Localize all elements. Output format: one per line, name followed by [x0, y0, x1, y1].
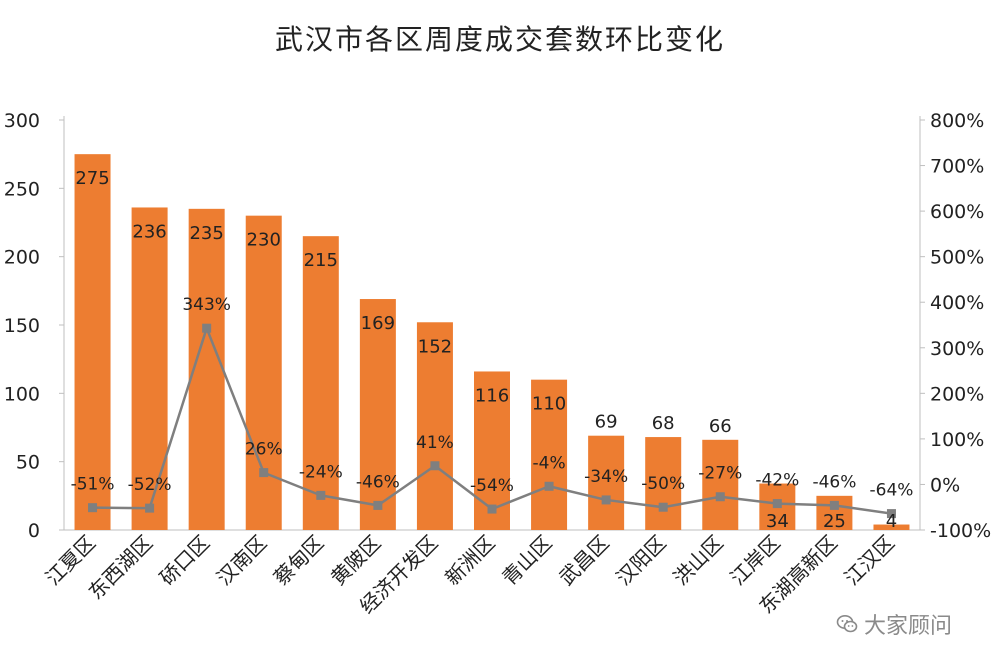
bar [74, 154, 111, 530]
line-point [658, 502, 668, 512]
line-value-label: -46% [356, 472, 400, 492]
line-point [601, 495, 611, 505]
bar-value-label: 236 [132, 221, 166, 242]
line-point [145, 503, 155, 513]
x-category-label: 蔡甸区 [269, 531, 328, 590]
line-value-label: -54% [470, 476, 514, 496]
bar-value-label: 68 [652, 413, 675, 434]
bar-value-label: 235 [189, 223, 223, 244]
bar-value-label: 4 [886, 511, 897, 532]
x-category-label: 武昌区 [554, 531, 613, 590]
y-right-tick-label: -100% [930, 520, 991, 542]
line-point [430, 461, 440, 471]
line-value-label: -34% [584, 467, 628, 487]
bar-value-label: 152 [418, 336, 452, 357]
bar [645, 437, 682, 530]
bar [531, 379, 568, 530]
y-left-tick-label: 100 [4, 383, 40, 405]
line-value-label: -24% [299, 462, 343, 482]
x-category-label: 汉阳区 [611, 531, 670, 590]
y-right-tick-label: 0% [930, 474, 960, 496]
line-point [772, 499, 782, 509]
bar-value-label: 275 [75, 168, 109, 189]
bar-value-label: 116 [475, 385, 509, 406]
y-left-tick-label: 50 [16, 452, 40, 474]
bar [416, 322, 453, 530]
bar-value-label: 110 [532, 394, 566, 415]
line-value-label: -27% [698, 464, 742, 484]
bar-value-label: 169 [361, 313, 395, 334]
line-point [259, 468, 269, 478]
line-value-label: 41% [416, 433, 454, 453]
bar [359, 299, 396, 530]
line-value-label: -64% [870, 481, 914, 501]
bar-value-label: 69 [595, 412, 618, 433]
y-left-tick-label: 200 [4, 247, 40, 269]
line-point [202, 323, 212, 333]
x-category-label: 硚口区 [155, 531, 214, 590]
line-point [487, 504, 497, 514]
chart-title: 武汉市各区周度成交套数环比变化 [274, 23, 725, 56]
bar [245, 215, 282, 530]
bar-value-label: 25 [823, 511, 846, 532]
y-right-tick-label: 600% [930, 201, 984, 223]
y-right-tick-label: 800% [930, 110, 984, 132]
x-category-label: 洪山区 [668, 531, 727, 590]
line-point [829, 500, 839, 510]
y-left-tick-label: 0 [28, 520, 40, 542]
y-right-tick-label: 500% [930, 247, 984, 269]
bar [873, 524, 910, 530]
x-category-label: 江汉区 [840, 531, 899, 590]
line-value-label: -51% [71, 475, 115, 495]
line-value-label: 343% [182, 295, 231, 315]
bar [131, 207, 168, 530]
bar-value-label: 230 [247, 230, 281, 251]
x-category-label: 汉南区 [212, 531, 271, 590]
y-right-tick-label: 100% [930, 429, 984, 451]
line-point [544, 481, 554, 491]
line-value-label: -42% [755, 471, 799, 491]
bar-value-label: 34 [766, 511, 789, 532]
bar-value-label: 215 [304, 250, 338, 271]
line-value-label: 26% [245, 440, 283, 460]
bar [702, 439, 739, 530]
y-left-tick-label: 250 [4, 178, 40, 200]
line-point [886, 509, 896, 519]
line-value-label: -50% [641, 474, 685, 494]
line-point [316, 490, 326, 500]
bar [588, 435, 625, 530]
y-right-tick-label: 700% [930, 156, 984, 178]
line-point [715, 492, 725, 502]
line-point [88, 503, 98, 513]
x-category-label: 青山区 [497, 531, 556, 590]
line-value-label: -52% [128, 475, 172, 495]
y-left-tick-label: 150 [4, 315, 40, 337]
y-right-tick-label: 200% [930, 383, 984, 405]
line-value-label: -46% [812, 472, 856, 492]
y-left-tick-label: 300 [4, 110, 40, 132]
x-category-label: 东西湖区 [84, 531, 158, 605]
watermark: 大家顾问 [836, 608, 952, 640]
bar [302, 236, 339, 530]
y-right-tick-label: 300% [930, 338, 984, 360]
line-value-label: -4% [533, 453, 566, 473]
bar-value-label: 66 [709, 416, 732, 437]
y-right-tick-label: 400% [930, 292, 984, 314]
watermark-text: 大家顾问 [864, 614, 953, 639]
wechat-icon [836, 615, 858, 633]
x-category-label: 新洲区 [440, 531, 499, 590]
line-point [373, 500, 383, 510]
